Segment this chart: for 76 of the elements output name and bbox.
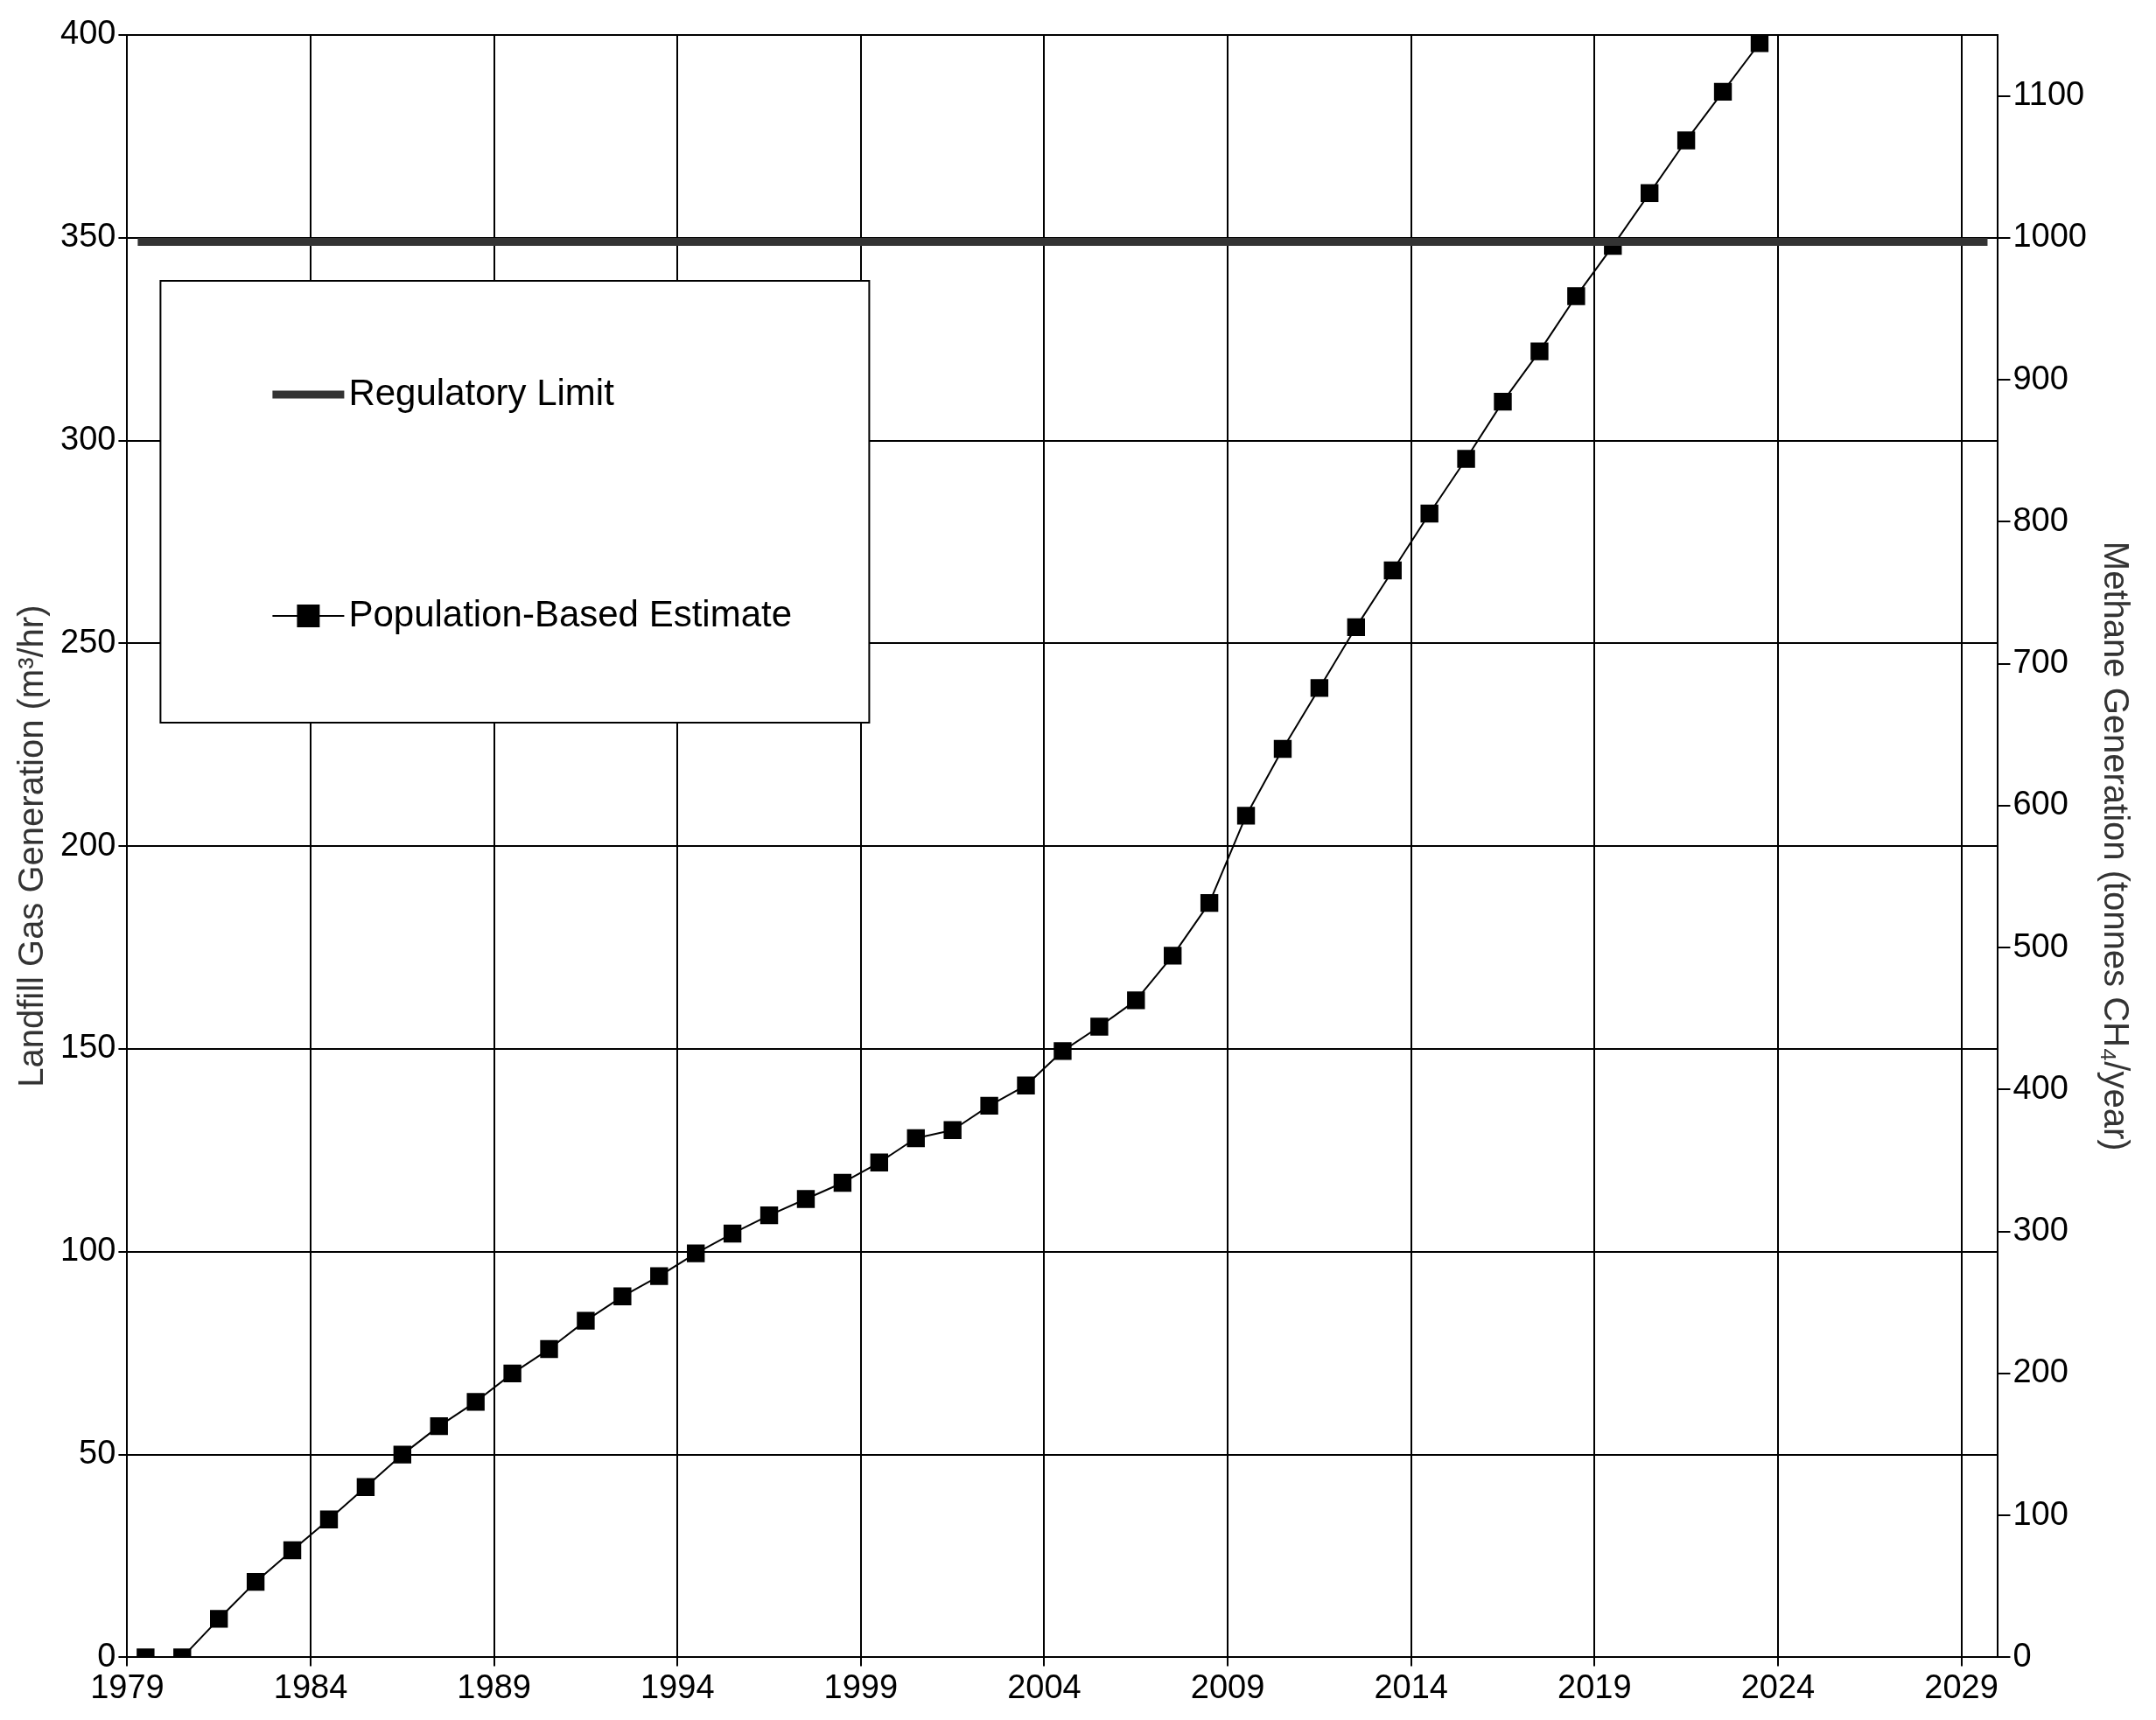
point (1713, 82, 1732, 101)
point (613, 1287, 632, 1305)
y2-tick-label: 100 (2012, 1494, 2068, 1532)
point (1420, 504, 1438, 523)
point (1273, 739, 1292, 759)
point (210, 1610, 228, 1628)
point (319, 1510, 339, 1528)
point (980, 1096, 998, 1115)
y-tick-label: 300 (60, 420, 116, 458)
point (1310, 679, 1329, 697)
point (430, 1416, 448, 1436)
y2-tick-label: 400 (2012, 1068, 2068, 1106)
y-tick-label: 100 (60, 1231, 116, 1269)
x-tick-label: 2024 (1740, 1668, 1816, 1705)
y2-tick-label: 800 (2012, 500, 2068, 538)
legend-label: Population-Based Estimate (348, 592, 793, 634)
x-tick-label: 1989 (457, 1668, 531, 1705)
point (943, 1121, 962, 1139)
point (906, 1129, 925, 1148)
point (760, 1206, 779, 1225)
point (1750, 35, 1769, 52)
y2-tick-label: 0 (2012, 1636, 2032, 1674)
point (1054, 1042, 1072, 1060)
point (870, 1153, 889, 1171)
point (1383, 561, 1402, 580)
point (723, 1224, 742, 1243)
point (283, 1541, 302, 1560)
point (503, 1364, 522, 1383)
point (1164, 947, 1182, 965)
x-tick-label: 1984 (273, 1668, 348, 1705)
point (540, 1339, 558, 1359)
y2-tick-label: 600 (2012, 785, 2068, 822)
x-tick-label: 2029 (1924, 1668, 1998, 1705)
point (356, 1478, 375, 1496)
x-tick-label: 2004 (1007, 1668, 1082, 1705)
point (393, 1445, 412, 1464)
legend-label: Regulatory Limit (348, 371, 615, 413)
x-tick-label: 2019 (1558, 1668, 1632, 1705)
y2-tick-label: 900 (2012, 359, 2068, 396)
point (246, 1572, 265, 1591)
x-tick-label: 2014 (1374, 1668, 1448, 1705)
y-tick-label: 400 (60, 14, 116, 52)
y2-tick-label: 1000 (2012, 217, 2088, 255)
point (1676, 131, 1696, 150)
y2-tick-label: 500 (2012, 926, 2068, 964)
y2-tick-label: 1100 (2012, 75, 2085, 113)
y-tick-label: 200 (60, 825, 116, 863)
point (1200, 893, 1219, 912)
point (1347, 618, 1366, 637)
point (1236, 807, 1256, 825)
y2-tick-label: 200 (2012, 1353, 2068, 1390)
y-tick-label: 50 (79, 1434, 116, 1472)
point (833, 1173, 852, 1192)
point (1530, 342, 1549, 360)
point (466, 1393, 485, 1411)
point (1090, 1017, 1109, 1036)
point (577, 1311, 595, 1330)
point (796, 1190, 816, 1208)
y2-tick-label: 700 (2012, 643, 2068, 681)
point (1494, 392, 1512, 411)
point (687, 1244, 705, 1262)
point (1127, 991, 1145, 1010)
y2-axis-title: Methane Generation (tonnes CH₄/year) (2096, 541, 2136, 1151)
y-tick-label: 150 (60, 1028, 116, 1066)
point (1457, 450, 1475, 468)
x-tick-label: 2009 (1190, 1668, 1265, 1705)
point (1567, 287, 1586, 305)
y-axis-title: Landfill Gas Generation (m³/hr) (11, 605, 51, 1087)
point (1017, 1076, 1035, 1094)
point (650, 1267, 668, 1285)
y-tick-label: 350 (60, 217, 116, 255)
y2-tick-label: 300 (2012, 1211, 2068, 1248)
point (1641, 184, 1659, 202)
x-tick-label: 1994 (640, 1668, 715, 1705)
y-tick-label: 250 (60, 622, 116, 660)
x-tick-label: 1999 (823, 1668, 899, 1705)
